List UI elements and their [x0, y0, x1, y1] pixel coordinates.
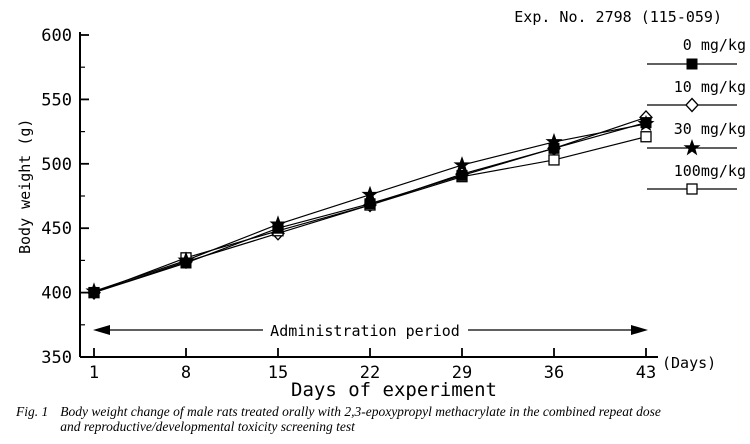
figure-caption-label: Fig. 1	[16, 404, 49, 419]
y-tick-label: 400	[41, 284, 72, 304]
legend-label-10mg: 10 mg/kg	[673, 78, 746, 96]
admin-arrow-head-left	[93, 325, 110, 335]
y-tick-label: 350	[41, 348, 72, 368]
filled-square-marker	[364, 198, 376, 210]
filled-star-marker	[637, 114, 655, 132]
open-square-marker	[640, 131, 652, 143]
legend-label-30mg: 30 mg/kg	[673, 120, 746, 138]
filled-star-marker	[453, 156, 471, 173]
figure-caption-line1: Body weight change of male rats treated …	[60, 404, 661, 419]
x-tick-label: 8	[181, 363, 191, 383]
legend-label-100mg: 100mg/kg	[673, 162, 746, 180]
filled-star-marker	[269, 215, 287, 232]
x-tick-label: 1	[89, 363, 99, 383]
legend-filled-star-marker	[683, 138, 701, 156]
filled-square-marker	[272, 222, 284, 234]
open-square-marker	[548, 154, 560, 166]
x-tick-label: 15	[268, 363, 288, 383]
x-tick-label: 43	[636, 363, 656, 383]
y-tick-label: 500	[41, 155, 72, 175]
x-tick-label: 36	[544, 363, 564, 383]
y-axis-title: Body weight (g)	[16, 118, 34, 254]
legend-label-0mg: 0 mg/kg	[682, 36, 746, 54]
experiment-number-title: Exp. No. 2798 (115-059)	[514, 8, 722, 26]
x-tick-label: 22	[360, 363, 380, 383]
x-axis-unit-label: (Days)	[662, 354, 717, 372]
figure-caption: Fig. 1 Body weight change of male rats t…	[16, 404, 661, 434]
body-weight-chart: 350 400 450 500 550 600 1 8 15 22 29 36 43	[41, 26, 737, 383]
figure-caption-line2: and reproductive/developmental toxicity …	[60, 419, 355, 434]
figure-caption-text: Body weight change of male rats treated …	[60, 404, 661, 434]
filled-square-marker	[456, 169, 468, 181]
filled-star-marker	[545, 132, 563, 150]
legend-open-diamond-marker	[685, 97, 699, 113]
administration-period-label: Administration period	[270, 322, 460, 340]
legend-open-square-marker	[686, 183, 698, 195]
admin-arrow-head-right	[631, 325, 648, 335]
y-tick-label: 600	[41, 26, 72, 46]
filled-square-marker	[548, 142, 560, 154]
series-line-3	[93, 136, 647, 294]
filled-star-marker	[177, 251, 195, 268]
filled-star-marker	[85, 282, 103, 299]
x-tick-label: 29	[452, 363, 472, 383]
filled-star-marker	[361, 185, 379, 203]
x-axis-title: Days of experiment	[291, 379, 497, 401]
y-tick-label: 450	[41, 219, 72, 239]
legend-filled-square-marker	[686, 58, 698, 70]
y-tick-label: 550	[41, 90, 72, 110]
